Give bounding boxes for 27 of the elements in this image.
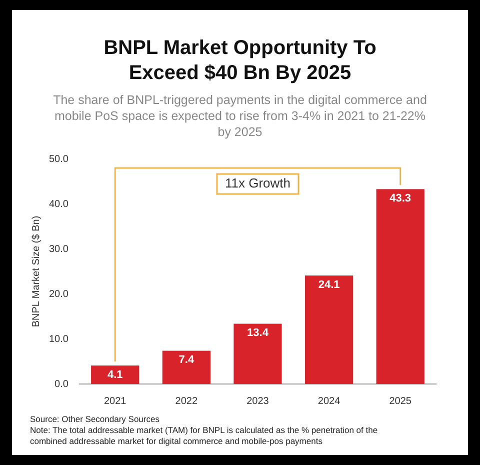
y-tick-label: 50.0 — [48, 154, 69, 165]
y-tick-label: 0.0 — [54, 378, 69, 390]
bar — [304, 276, 354, 384]
x-tick-label: 2023 — [246, 396, 270, 407]
y-tick-label: 40.0 — [48, 198, 69, 210]
y-tick-label: 10.0 — [48, 334, 69, 345]
x-tick-label: 2025 — [389, 396, 412, 407]
data-label: 43.3 — [390, 192, 412, 205]
bar — [91, 366, 140, 384]
bar — [234, 324, 282, 384]
y-tick-label: 20.0 — [48, 288, 69, 300]
x-tick-label: 2021 — [104, 396, 127, 407]
data-label: 7.4 — [178, 354, 195, 366]
y-axis-title: BNPL Market Size ($ Bn) — [30, 216, 42, 328]
bar — [162, 350, 210, 384]
data-label: 13.4 — [247, 327, 270, 340]
x-tick-label: 2022 — [175, 396, 198, 407]
annotation: 11x Growth — [224, 176, 290, 191]
chart-title: BNPL Market Opportunity To Exceed $40 Bn By 2025 — [102, 36, 378, 86]
bar — [376, 189, 424, 384]
source-note: Source: Other Secondary Sources — [30, 414, 160, 425]
chart-subtitle: The share of BNPL-triggered payments in the digital commerce and mobile PoS space is expected to rise from 3-4% in 2021 to 21-22% by 2025 — [52, 92, 428, 140]
text: Note: The total addressable market (TAM) for BNPL is calculated as the % penetration of the combined addressable market for digital commerce and mobile-pos payments — [30, 425, 378, 447]
data-label: 24.1 — [318, 279, 340, 292]
y-tick-label: 30.0 — [48, 244, 69, 255]
x-tick-label: 2024 — [318, 396, 341, 407]
data-label: 4.1 — [107, 369, 123, 382]
